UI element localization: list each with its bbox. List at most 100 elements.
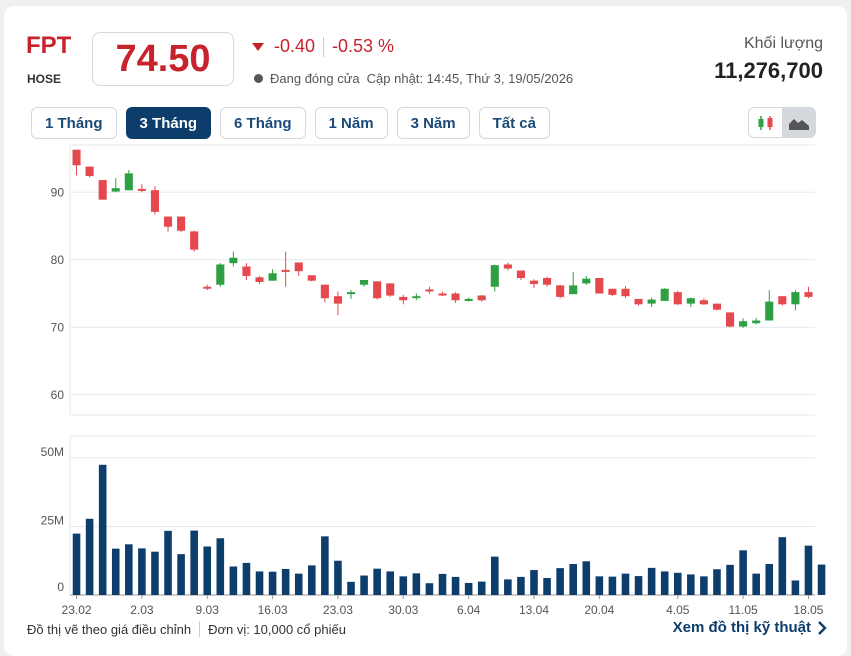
- x-tick-label: 13.04: [519, 603, 549, 617]
- tab-1-year[interactable]: 1 Năm: [314, 107, 388, 139]
- status-dot-icon: [254, 74, 263, 83]
- x-tick-label: 23.03: [323, 603, 353, 617]
- tab-3-years[interactable]: 3 Năm: [396, 107, 470, 139]
- candle-body: [621, 288, 630, 297]
- chevron-right-icon: [818, 620, 827, 635]
- x-tick-label: 16.03: [258, 603, 288, 617]
- candle-body: [686, 298, 695, 304]
- chart-type-toggle: [748, 107, 816, 138]
- volume-y-tick-label: 0: [57, 580, 64, 594]
- divider: [199, 621, 201, 637]
- volume-bar: [242, 562, 251, 595]
- volume-bar: [216, 538, 225, 595]
- volume-bar: [386, 571, 395, 595]
- volume-bar: [582, 561, 591, 595]
- volume-bar: [804, 545, 813, 595]
- volume-bar: [530, 570, 538, 595]
- price-y-tick-label: 60: [51, 388, 65, 402]
- candle-body: [608, 288, 617, 295]
- volume-y-tick-label: 25M: [41, 513, 64, 527]
- candle-body: [543, 277, 552, 285]
- tab-3-months[interactable]: 3 Tháng: [125, 107, 212, 139]
- volume-bar: [647, 567, 656, 595]
- candle-body: [216, 264, 225, 285]
- candle-body: [516, 270, 525, 278]
- candle-body: [699, 300, 708, 305]
- price-change: -0.40 -0.53 %: [252, 36, 394, 57]
- candle-body: [137, 188, 146, 191]
- stock-card: FPT HOSE 74.50 -0.40 -0.53 % Đang đóng c…: [4, 6, 847, 656]
- volume-bar: [687, 574, 695, 595]
- volume-bar: [151, 551, 159, 595]
- candle-body: [242, 266, 251, 276]
- candle-body: [778, 296, 787, 305]
- volume-bar: [268, 571, 277, 595]
- candle-body: [595, 277, 604, 294]
- x-tick-label: 6.04: [457, 603, 481, 617]
- volume-bar: [504, 579, 512, 595]
- chart-footnote: Đồ thị vẽ theo giá điều chỉnh Đơn vị: 10…: [27, 621, 346, 637]
- candle-body: [451, 293, 460, 301]
- candle-body: [346, 292, 356, 295]
- candle-body: [804, 292, 813, 297]
- candle-body: [477, 295, 486, 301]
- candlestick-icon: [758, 115, 772, 130]
- candle-body: [294, 262, 303, 272]
- candle-body: [569, 285, 578, 295]
- technical-chart-link-label: Xem đồ thị kỹ thuật: [672, 619, 811, 636]
- volume-bar: [72, 533, 81, 595]
- candle-body: [255, 277, 264, 283]
- updated-time: Cập nhật: 14:45, Thứ 3, 19/05/2026: [366, 71, 574, 86]
- change-value: -0.40: [274, 36, 316, 56]
- volume-bar: [138, 548, 146, 595]
- x-tick-label: 30.03: [388, 603, 418, 617]
- technical-chart-link[interactable]: Xem đồ thị kỹ thuật: [673, 619, 827, 636]
- down-arrow-icon: [252, 42, 264, 51]
- area-chart-button[interactable]: [782, 108, 815, 137]
- volume-bar: [203, 546, 212, 595]
- candle-body: [190, 231, 199, 250]
- candlestick-button[interactable]: [749, 108, 782, 137]
- candle-body: [503, 264, 512, 269]
- candle-body: [85, 166, 94, 177]
- tab-6-months[interactable]: 6 Tháng: [220, 107, 306, 139]
- volume-bar: [373, 568, 381, 595]
- candle-body: [425, 289, 434, 292]
- candle-body: [268, 273, 277, 281]
- volume-bar: [294, 573, 303, 595]
- market-status: Đang đóng cửa Cập nhật: 14:45, Thứ 3, 19…: [254, 71, 573, 86]
- volume-bar: [817, 564, 826, 595]
- volume-bar: [412, 573, 421, 595]
- candle-body: [399, 296, 408, 301]
- volume-bar: [477, 581, 486, 595]
- tab-all[interactable]: Tất cả: [478, 107, 550, 139]
- volume-bar: [98, 464, 107, 595]
- volume-bar: [451, 576, 460, 595]
- candle-body: [490, 265, 499, 287]
- volume-bar: [255, 571, 264, 595]
- volume-bar: [281, 568, 290, 595]
- volume-label: Khối lượng: [743, 35, 823, 52]
- candle-body: [124, 173, 133, 191]
- volume-bar: [621, 573, 630, 595]
- area-chart-icon: [788, 118, 809, 130]
- candle-body: [307, 275, 316, 281]
- candle-body: [281, 269, 290, 272]
- candle-body: [752, 320, 761, 324]
- candle-body: [660, 288, 669, 301]
- candle-body: [177, 216, 186, 231]
- volume-bar: [778, 537, 787, 595]
- current-price: 74.50: [92, 32, 234, 86]
- candle-body: [150, 190, 160, 212]
- change-percent: -0.53 %: [332, 36, 395, 56]
- ticker-symbol: FPT: [26, 32, 72, 59]
- volume-bar: [556, 568, 564, 595]
- volume-value: 11,276,700: [714, 58, 823, 83]
- volume-bar: [85, 518, 94, 595]
- volume-bar: [334, 560, 342, 595]
- tab-1-month[interactable]: 1 Tháng: [31, 107, 117, 139]
- candle-body: [98, 180, 107, 200]
- candle-body: [647, 299, 656, 304]
- volume-bar: [190, 530, 198, 595]
- candle-body: [360, 280, 369, 285]
